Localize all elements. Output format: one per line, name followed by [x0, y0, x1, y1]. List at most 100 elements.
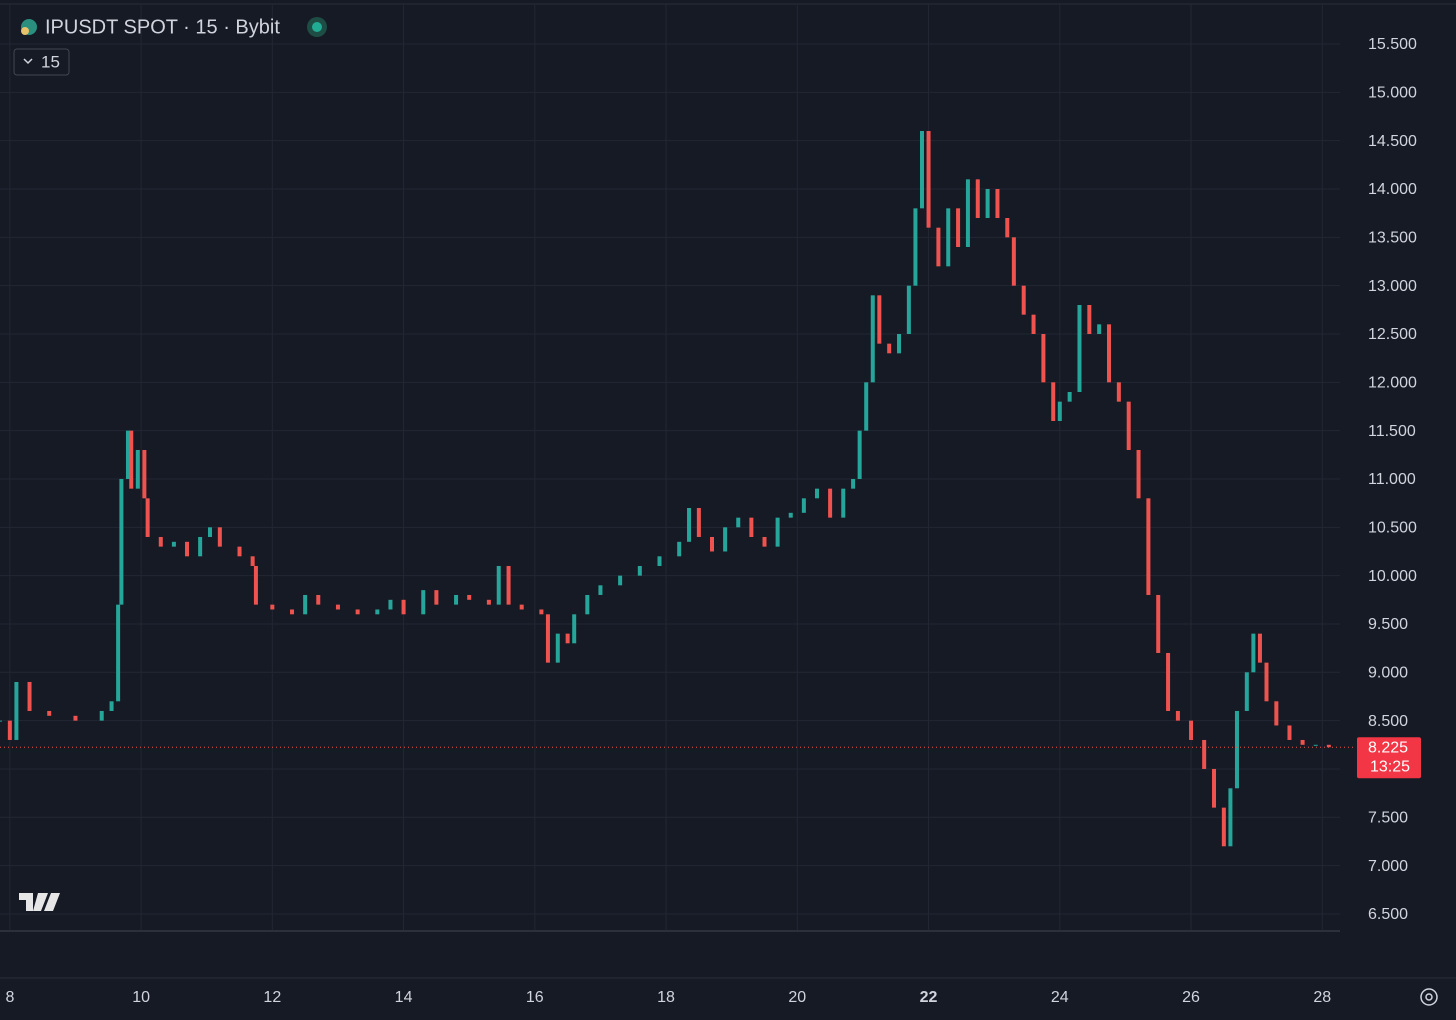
candle	[897, 333, 902, 354]
candle	[1021, 285, 1026, 315]
candle	[545, 614, 550, 663]
candle	[519, 604, 524, 610]
candle	[946, 208, 951, 267]
y-tick-label: 8.500	[1368, 713, 1408, 730]
y-tick-label: 14.500	[1368, 133, 1417, 150]
candle	[158, 536, 163, 547]
candle	[185, 541, 190, 557]
last-price-tag	[1357, 737, 1421, 779]
candle	[657, 556, 662, 566]
candle	[1166, 652, 1171, 711]
candle	[956, 208, 961, 248]
candle	[539, 609, 544, 615]
interval-label[interactable]: 15	[41, 52, 60, 71]
x-tick-label: 28	[1313, 989, 1331, 1006]
candle	[171, 541, 176, 547]
candle	[906, 285, 911, 334]
candle	[1041, 333, 1046, 383]
candle	[677, 541, 682, 557]
candle	[887, 343, 892, 354]
candle	[555, 633, 560, 663]
candle	[1136, 449, 1141, 499]
candle	[1257, 633, 1262, 663]
candle	[1156, 594, 1161, 653]
y-tick-label: 11.000	[1368, 471, 1416, 488]
candle	[496, 565, 501, 605]
y-tick-label: 7.500	[1368, 810, 1408, 827]
candle	[775, 517, 780, 547]
candle	[1067, 391, 1072, 402]
candle	[851, 478, 856, 489]
y-tick-label: 6.500	[1368, 906, 1408, 923]
candle	[0, 720, 2, 722]
candle	[814, 488, 819, 499]
candle	[1097, 324, 1102, 334]
candle	[736, 517, 741, 528]
candle	[709, 536, 714, 552]
candle	[270, 604, 275, 610]
x-tick-label: 8	[6, 989, 15, 1006]
candle	[687, 507, 692, 542]
candle	[207, 527, 212, 537]
candle	[198, 536, 203, 557]
last-price-label: 8.225	[1368, 739, 1408, 756]
candle	[303, 594, 308, 615]
candle	[142, 449, 147, 499]
y-tick-label: 15.500	[1368, 36, 1417, 53]
settings-icon[interactable]	[1420, 988, 1438, 1006]
candle	[1107, 324, 1112, 383]
x-tick-label: 26	[1182, 989, 1200, 1006]
candle	[99, 710, 104, 721]
y-tick-label: 9.500	[1368, 616, 1408, 633]
candle	[965, 179, 970, 248]
y-tick-label: 13.000	[1368, 278, 1417, 295]
candle	[637, 565, 642, 576]
interval-button[interactable]	[13, 48, 70, 76]
candles	[0, 131, 1331, 847]
candle	[237, 546, 242, 557]
candle	[926, 131, 931, 228]
candle	[841, 488, 846, 518]
candle	[1051, 382, 1056, 421]
candle	[585, 594, 590, 615]
candle	[985, 189, 990, 219]
candle	[1126, 401, 1131, 450]
candle	[125, 430, 130, 479]
candle	[877, 295, 882, 344]
candle	[1175, 710, 1180, 721]
candle	[14, 681, 19, 740]
candle	[1326, 744, 1331, 748]
x-tick-label: 18	[657, 989, 675, 1006]
y-tick-label: 11.500	[1368, 423, 1416, 440]
candle	[723, 527, 728, 552]
candle	[801, 498, 806, 513]
candle	[1116, 382, 1121, 402]
logo	[19, 893, 60, 911]
candle	[1313, 744, 1318, 746]
candle	[401, 599, 406, 615]
candle	[1264, 662, 1269, 702]
candle	[506, 565, 511, 605]
candle	[316, 594, 321, 605]
y-tick-label: 13.500	[1368, 230, 1417, 247]
x-tick-label: 22	[920, 989, 938, 1006]
x-tick-label: 16	[526, 989, 544, 1006]
candle	[913, 208, 918, 286]
candle	[73, 715, 78, 721]
candle	[135, 449, 140, 489]
candle	[145, 498, 150, 537]
candle	[1221, 807, 1226, 847]
candle	[7, 720, 12, 740]
status-dot	[312, 22, 322, 32]
candle	[1202, 739, 1207, 769]
candle	[434, 590, 439, 605]
candle	[129, 430, 134, 489]
candle	[864, 382, 869, 431]
candle	[290, 609, 295, 615]
y-tick-label: 15.000	[1368, 85, 1417, 102]
candle	[696, 507, 701, 537]
candle	[421, 590, 426, 615]
candle	[1300, 739, 1305, 745]
